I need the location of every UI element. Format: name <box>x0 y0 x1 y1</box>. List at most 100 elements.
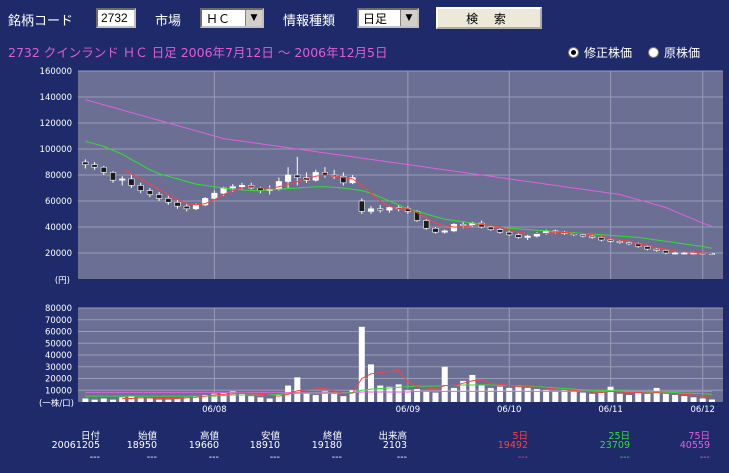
chevron-down-icon[interactable]: ▼ <box>400 10 417 26</box>
volume-bar <box>395 384 402 402</box>
price-tick-label: 20000 <box>45 249 72 259</box>
x-tick-label: 06/12 <box>690 405 715 412</box>
footer-values2-cell: --- <box>331 452 342 463</box>
footer-headers-cell: 75日 <box>688 431 710 442</box>
volume-ma5-line <box>122 369 712 399</box>
candle-body <box>202 198 209 206</box>
footer-values-cell: 19180 <box>311 440 342 451</box>
volume-bar <box>220 392 227 402</box>
x-tick-label: 06/11 <box>598 405 623 412</box>
footer-values-cell: 2103 <box>382 440 407 451</box>
volume-bar <box>119 397 126 402</box>
footer-headers-cell: 安値 <box>260 431 280 442</box>
footer-values-cell: 19492 <box>497 440 528 451</box>
chevron-down-icon[interactable]: ▼ <box>245 10 262 26</box>
price-tick-label: 40000 <box>45 223 72 233</box>
candle-body <box>91 164 98 168</box>
volume-bar <box>497 386 504 402</box>
footer-values2-cell: --- <box>146 452 157 463</box>
x-tick-label: 06/09 <box>396 405 421 412</box>
radio-original-price[interactable]: 原株価 <box>648 44 700 61</box>
price-unit-label: (円) <box>55 276 70 286</box>
candle-body <box>672 252 679 255</box>
market-select[interactable]: ＨＣ ▼ <box>200 8 264 28</box>
footer-headers-cell: 日付 <box>80 431 100 442</box>
volume-bar <box>699 398 706 402</box>
code-input[interactable] <box>96 8 136 28</box>
candle-body <box>100 166 107 173</box>
volume-tick-label: 30000 <box>45 363 72 373</box>
price-tick-label: 60000 <box>45 197 72 207</box>
candle-body <box>340 176 347 184</box>
x-tick-label: 06/08 <box>202 405 227 412</box>
footer-values2-cell: --- <box>208 452 219 463</box>
footer-values-cell: 20061205 <box>51 440 100 451</box>
volume-ma25-line <box>85 384 712 397</box>
market-select-value: ＨＣ <box>206 11 231 26</box>
radio-adjusted-price[interactable]: 修正株価 <box>568 44 632 61</box>
candle-body <box>432 228 439 233</box>
volume-bar <box>91 399 98 402</box>
volume-bar <box>561 390 568 402</box>
footer-values-cell: 18910 <box>249 440 280 451</box>
info-type-select[interactable]: 日足 ▼ <box>357 8 419 28</box>
volume-bar <box>377 385 384 402</box>
volume-tick-label: 20000 <box>45 375 72 385</box>
footer-values2-cell: --- <box>699 452 710 463</box>
code-label: 銘柄コード <box>8 14 74 29</box>
volume-bar <box>386 386 393 402</box>
volume-tick-label: 60000 <box>45 328 72 338</box>
footer-values-cell: 19660 <box>188 440 219 451</box>
price-tick-label: 100000 <box>40 145 72 155</box>
radio-off-icon[interactable] <box>648 47 659 58</box>
volume-bar <box>414 389 421 402</box>
volume-bar <box>423 391 430 402</box>
candle-body <box>229 186 236 189</box>
volume-bar <box>248 396 255 402</box>
footer-headers-cell: 始値 <box>137 431 157 442</box>
chart-subtitle: 2732 クインランド ＨＣ 日足 2006年7月12日 ～ 2006年12月5… <box>8 45 388 60</box>
candle-body <box>349 177 356 184</box>
x-tick-label: 06/10 <box>497 405 522 412</box>
volume-bar <box>450 387 457 402</box>
candle-body <box>653 248 660 251</box>
price-tick-label: 80000 <box>45 171 72 181</box>
volume-tick-label: 40000 <box>45 351 72 361</box>
volume-bar <box>552 391 559 402</box>
candle-body <box>589 235 596 238</box>
market-label: 市場 <box>155 14 182 29</box>
footer-values2-cell: --- <box>89 452 100 463</box>
candle-body <box>183 205 190 210</box>
candle-body <box>496 229 504 233</box>
volume-bar <box>174 398 181 402</box>
candle-body <box>211 192 218 199</box>
candle-body <box>441 230 448 233</box>
volume-bar <box>331 393 338 402</box>
candle-body <box>515 234 522 238</box>
volume-bar <box>570 391 577 402</box>
footer-values-cell: 18950 <box>126 440 157 451</box>
candle-body <box>146 190 153 195</box>
volume-bar <box>266 398 273 402</box>
radio-on-icon[interactable] <box>568 47 579 58</box>
candle-body <box>165 198 172 203</box>
volume-bar <box>165 399 172 402</box>
candle-body <box>377 208 384 211</box>
volume-bar <box>690 397 697 402</box>
ma25-line <box>85 140 712 249</box>
volume-bar <box>349 390 356 402</box>
candle-body <box>423 220 430 229</box>
volume-bar <box>202 394 209 402</box>
volume-bar <box>478 385 485 402</box>
volume-bar <box>635 392 642 402</box>
candle-body <box>386 207 393 211</box>
candle-body <box>487 226 494 230</box>
candle-body <box>82 161 89 165</box>
candle-body <box>450 224 458 232</box>
candle-body <box>708 253 716 255</box>
candle-body <box>238 185 246 188</box>
volume-bar <box>616 393 623 402</box>
candle-body <box>690 252 697 255</box>
search-button[interactable]: 検 索 <box>436 7 542 29</box>
volume-bar <box>128 396 135 402</box>
